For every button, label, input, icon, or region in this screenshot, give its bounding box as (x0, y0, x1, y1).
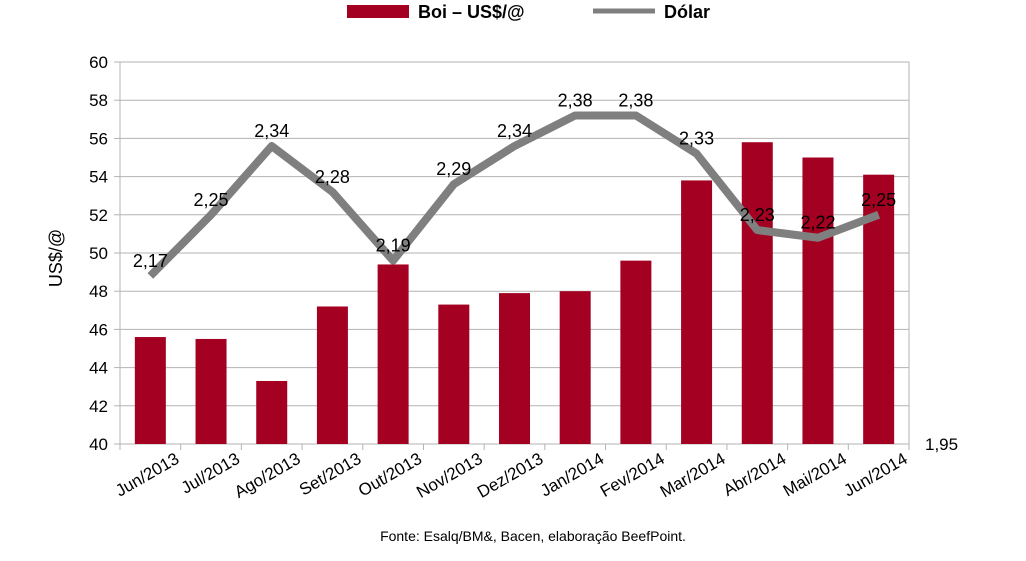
bar-Jan/2014 (559, 291, 591, 444)
data-label-dolar: 2,29 (436, 159, 471, 179)
bar-Abr/2014 (741, 142, 773, 444)
bar-Ago/2013 (256, 380, 288, 444)
y-tick-label: 60 (89, 53, 108, 72)
bar-Jul/2013 (195, 338, 227, 444)
data-label-dolar: 2,25 (861, 190, 896, 210)
data-label-dolar: 2,19 (376, 236, 411, 256)
x-tick-label: Ago/2013 (231, 449, 304, 502)
data-label-dolar: 2,38 (618, 90, 653, 110)
x-tick-label: Jun/2013 (112, 449, 182, 500)
y-tick-label: 46 (89, 320, 108, 339)
data-label-dolar: 2,23 (740, 205, 775, 225)
y-tick-label: 52 (89, 206, 108, 225)
y-tick-label: 44 (89, 359, 108, 378)
y-tick-label: 40 (89, 435, 108, 454)
data-label-dolar: 2,34 (497, 121, 532, 141)
plot-area: 40 42 44 46 48 50 52 54 56 58 60 1,95 2,17 2,25 2,34 2,… (89, 53, 958, 502)
legend: Boi – US$/@ Dólar (347, 2, 710, 22)
legend-swatch-boi (347, 5, 409, 18)
bar-Dez/2013 (499, 293, 530, 444)
x-tick-label: Mar/2014 (657, 449, 729, 501)
legend-label-dolar: Dólar (664, 2, 710, 22)
x-tick-label: Abr/2014 (720, 449, 789, 500)
y-tick-label: 50 (89, 244, 108, 263)
y-tick-label: 58 (89, 91, 108, 110)
bar-Mar/2014 (681, 180, 713, 445)
source-note: Fonte: Esalq/BM&, Bacen, elaboração Beef… (380, 528, 686, 544)
data-label-dolar: 2,38 (558, 90, 593, 110)
x-tick-label: Fev/2014 (597, 449, 668, 501)
bar-Set/2013 (316, 306, 348, 444)
x-tick-label: Jun/2014 (841, 449, 911, 500)
data-label-dolar: 2,22 (800, 213, 835, 233)
data-label-dolar: 2,25 (194, 190, 229, 210)
bar-Nov/2013 (438, 304, 470, 444)
x-tick-label: Jan/2014 (537, 449, 607, 500)
x-tick-label: Out/2013 (355, 449, 425, 500)
bar-Fev/2014 (620, 260, 652, 444)
data-label-dolar: 2,34 (254, 121, 289, 141)
line-series-dolar (147, 111, 881, 279)
y-tick-label: 48 (89, 282, 108, 301)
y-axis-title: US$/@ (46, 229, 66, 287)
bar-Mai/2014 (802, 157, 834, 444)
x-tick-label: Mai/2014 (780, 449, 850, 500)
data-label-dolar: 2,17 (133, 251, 168, 271)
y-tick-label: 42 (89, 397, 108, 416)
data-label-dolar: 2,33 (679, 129, 714, 149)
legend-label-boi: Boi – US$/@ (418, 2, 525, 22)
data-label-dolar: 2,28 (315, 167, 350, 187)
bar-Out/2013 (377, 264, 409, 444)
bar-Jun/2013 (134, 337, 166, 444)
y-tick-label: 54 (89, 168, 108, 187)
x-tick-label: Dez/2013 (474, 449, 547, 502)
y2-tick-label: 1,95 (925, 435, 958, 454)
y-tick-label: 56 (89, 129, 108, 148)
x-tick-label: Nov/2013 (413, 449, 486, 502)
x-tick-label: Set/2013 (296, 449, 364, 499)
